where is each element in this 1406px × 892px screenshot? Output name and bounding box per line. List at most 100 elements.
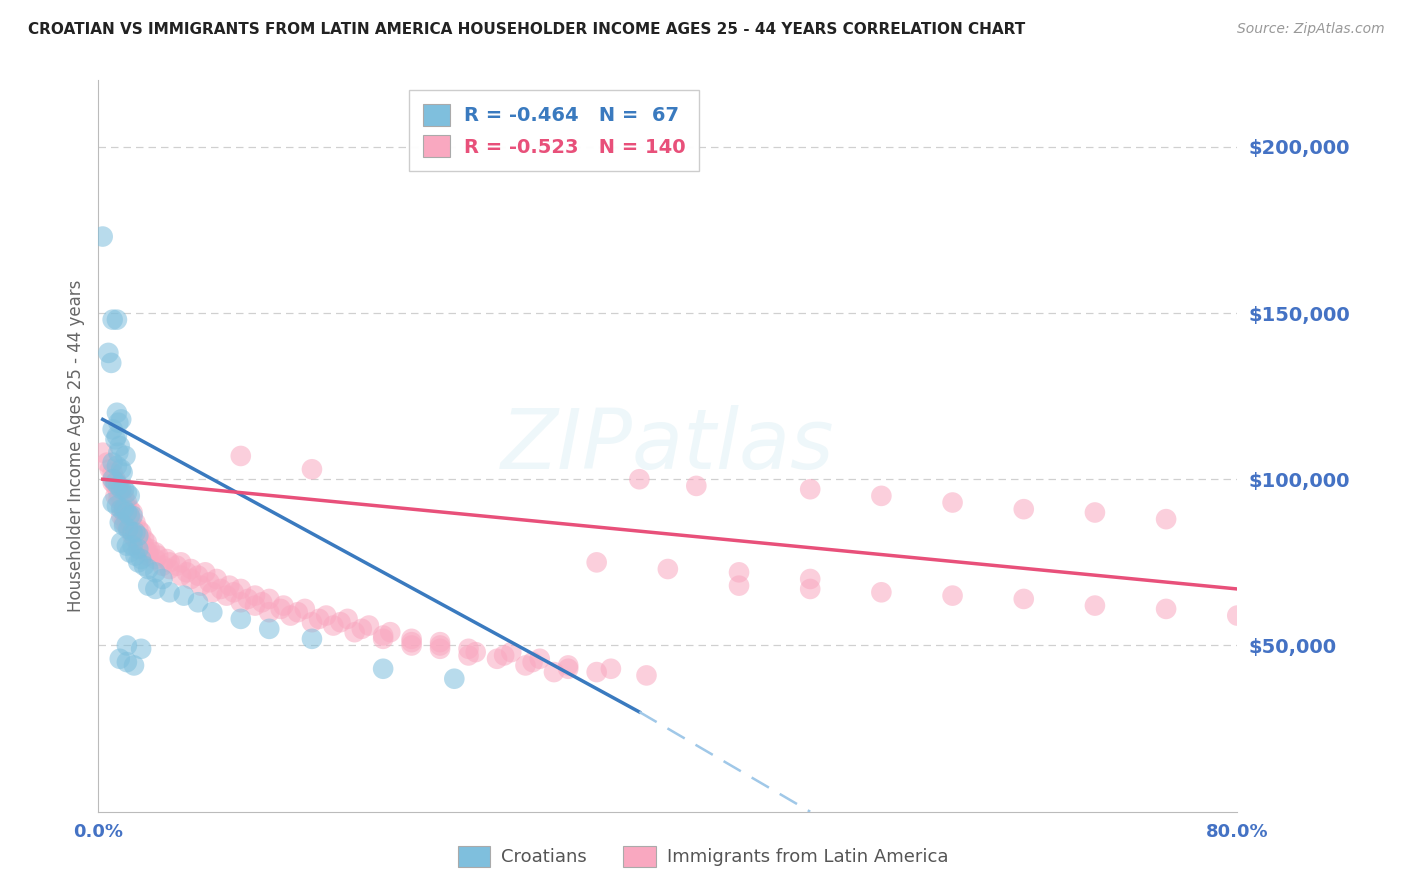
Text: CROATIAN VS IMMIGRANTS FROM LATIN AMERICA HOUSEHOLDER INCOME AGES 25 - 44 YEARS : CROATIAN VS IMMIGRANTS FROM LATIN AMERIC… (28, 22, 1025, 37)
Point (187, 568, 209, 582)
Point (127, 529, 149, 543)
Point (198, 575, 221, 590)
Point (110, 502, 132, 516)
Point (373, 628, 395, 642)
Point (118, 516, 141, 530)
Point (108, 482, 131, 496)
Point (104, 479, 127, 493)
Point (170, 555, 193, 569)
Point (145, 552, 167, 566)
Point (259, 622, 281, 636)
Point (357, 618, 380, 632)
Point (308, 612, 330, 626)
Point (429, 635, 451, 649)
Point (101, 422, 124, 436)
Point (236, 591, 259, 606)
Point (115, 495, 138, 509)
Point (159, 562, 181, 576)
Point (870, 585, 893, 599)
Point (91, 229, 114, 244)
Point (105, 406, 128, 420)
Point (194, 566, 217, 580)
Point (118, 502, 141, 516)
Point (124, 516, 146, 530)
Point (1154, 512, 1177, 526)
Point (104, 433, 127, 447)
Point (522, 655, 544, 669)
Point (259, 591, 281, 606)
Point (105, 429, 128, 443)
Point (132, 539, 155, 553)
Point (127, 522, 149, 536)
Legend: R = -0.464   N =  67, R = -0.523   N = 140: R = -0.464 N = 67, R = -0.523 N = 140 (409, 90, 699, 171)
Point (118, 545, 141, 559)
Point (97, 346, 120, 360)
Point (799, 482, 821, 496)
Point (148, 549, 170, 563)
Point (486, 652, 509, 666)
Point (152, 558, 174, 573)
Point (159, 585, 181, 599)
Point (1012, 502, 1035, 516)
Point (124, 525, 146, 540)
Point (107, 445, 129, 459)
Point (127, 542, 149, 557)
Point (105, 499, 128, 513)
Point (259, 605, 281, 619)
Point (100, 356, 122, 370)
Point (600, 662, 623, 676)
Point (301, 632, 323, 646)
Point (114, 449, 136, 463)
Point (129, 552, 152, 566)
Point (129, 641, 152, 656)
Point (343, 625, 366, 640)
Point (250, 595, 273, 609)
Point (110, 499, 132, 513)
Point (124, 549, 146, 563)
Point (122, 658, 145, 673)
Point (112, 516, 135, 530)
Point (401, 639, 423, 653)
Point (114, 499, 136, 513)
Point (280, 608, 302, 623)
Point (118, 489, 141, 503)
Point (166, 558, 188, 573)
Point (112, 518, 135, 533)
Point (799, 572, 821, 586)
Point (127, 529, 149, 543)
Point (1226, 608, 1249, 623)
Point (585, 555, 607, 569)
Point (108, 652, 131, 666)
Point (107, 479, 129, 493)
Point (115, 639, 138, 653)
Point (501, 645, 523, 659)
Point (870, 489, 893, 503)
Point (301, 462, 323, 476)
Point (557, 662, 579, 676)
Point (110, 482, 132, 496)
Point (145, 582, 167, 596)
Text: Source: ZipAtlas.com: Source: ZipAtlas.com (1237, 22, 1385, 37)
Point (156, 552, 179, 566)
Point (287, 605, 309, 619)
Point (105, 312, 128, 326)
Point (108, 516, 131, 530)
Point (190, 579, 212, 593)
Point (170, 568, 193, 582)
Point (243, 589, 266, 603)
Point (121, 506, 143, 520)
Point (329, 615, 352, 630)
Point (110, 462, 132, 476)
Point (110, 485, 132, 500)
Point (657, 562, 679, 576)
Point (180, 562, 202, 576)
Point (115, 539, 138, 553)
Point (132, 532, 155, 546)
Point (145, 545, 167, 559)
Point (121, 539, 143, 553)
Point (111, 495, 134, 509)
Point (243, 599, 266, 613)
Point (110, 535, 132, 549)
Point (107, 485, 129, 500)
Point (685, 479, 707, 493)
